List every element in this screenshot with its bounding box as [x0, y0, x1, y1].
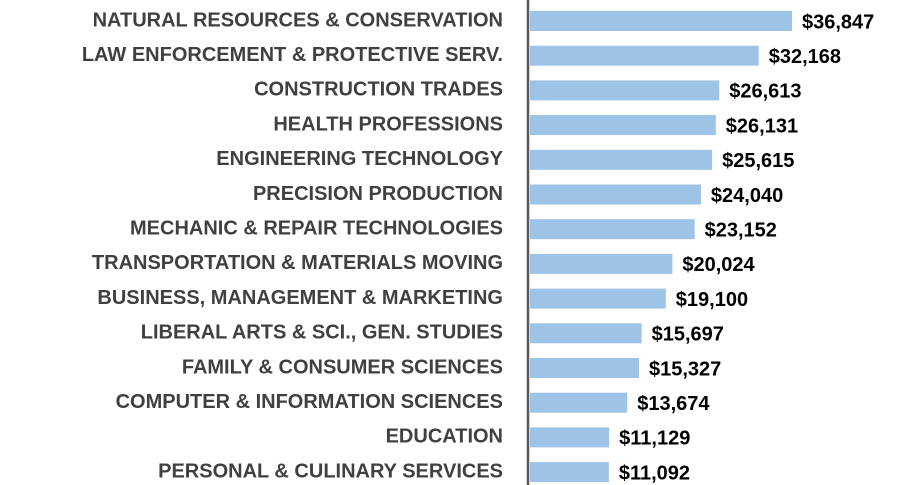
bar — [530, 392, 628, 413]
value-label: $36,847 — [802, 11, 874, 33]
bar — [530, 358, 639, 378]
value-label: $32,168 — [769, 46, 841, 68]
category-label: COMPUTER & INFORMATION SCIENCES — [116, 391, 503, 413]
bar — [530, 427, 610, 448]
category-label: BUSINESS, MANAGEMENT & MARKETING — [97, 287, 503, 309]
category-label: TRANSPORTATION & MATERIALS MOVING — [92, 252, 503, 274]
bar — [530, 80, 720, 101]
category-label: CONSTRUCTION TRADES — [254, 79, 503, 101]
value-label: $24,040 — [711, 185, 783, 207]
bar — [530, 288, 666, 309]
bar — [530, 253, 673, 274]
value-label: $23,152 — [705, 219, 777, 241]
category-label: MECHANIC & REPAIR TECHNOLOGIES — [130, 217, 503, 239]
bar — [530, 149, 713, 170]
category-label: FAMILY & CONSUMER SCIENCES — [182, 356, 503, 378]
category-label: ENGINEERING TECHNOLOGY — [216, 148, 503, 170]
category-label: HEALTH PROFESSIONS — [273, 113, 503, 135]
value-label: $25,615 — [722, 150, 794, 172]
bar — [530, 45, 759, 66]
bar — [530, 323, 642, 344]
value-label: $26,131 — [726, 115, 798, 137]
bar — [530, 184, 701, 205]
bar — [530, 219, 695, 240]
value-label: $20,024 — [682, 254, 755, 276]
value-label: $11,129 — [619, 428, 690, 450]
bar — [530, 11, 792, 31]
value-label: $11,092 — [619, 462, 690, 484]
bar — [530, 462, 609, 483]
bar — [530, 115, 716, 136]
category-label: NATURAL RESOURCES & CONSERVATION — [93, 9, 503, 31]
category-label: PRECISION PRODUCTION — [253, 183, 503, 205]
value-label: $13,674 — [637, 393, 710, 415]
category-label: LIBERAL ARTS & SCI., GEN. STUDIES — [141, 322, 503, 344]
value-label: $15,697 — [652, 324, 724, 346]
value-label: $26,613 — [729, 81, 801, 103]
value-label: $19,100 — [676, 289, 748, 311]
value-label: $15,327 — [649, 358, 721, 380]
category-label: PERSONAL & CULINARY SERVICES — [158, 460, 503, 482]
category-label: LAW ENFORCEMENT & PROTECTIVE SERV. — [82, 44, 503, 66]
category-label: EDUCATION — [386, 426, 503, 448]
